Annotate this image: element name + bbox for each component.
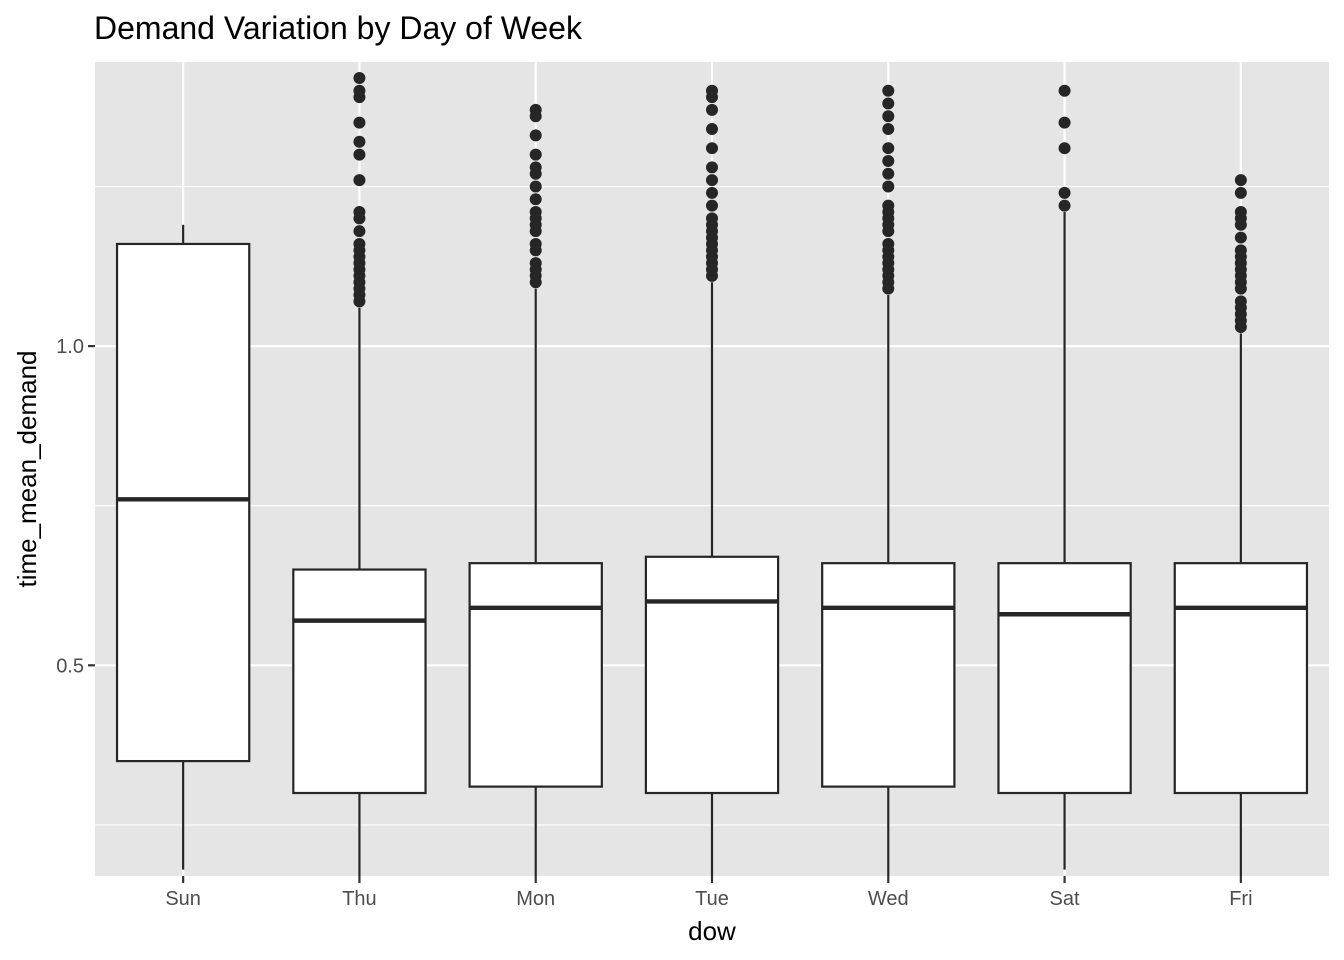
outlier-point: [882, 167, 895, 180]
x-tick-label: Fri: [1229, 888, 1252, 910]
outlier-point: [1058, 199, 1071, 212]
outlier-point: [882, 110, 895, 123]
outlier-point: [706, 199, 718, 212]
chart-title: Demand Variation by Day of Week: [94, 10, 583, 46]
outlier-point: [706, 84, 718, 97]
outlier-point: [1234, 231, 1247, 244]
outlier-point: [882, 97, 895, 110]
y-axis: 0.5 1.0: [56, 336, 95, 677]
iqr-box: [292, 568, 427, 795]
box-tue: [644, 84, 780, 876]
outlier-point: [529, 206, 542, 219]
outlier-point: [706, 212, 718, 225]
y-tick-label: 1.0: [56, 336, 84, 358]
outlier-point: [529, 148, 542, 161]
outlier-point: [1058, 116, 1071, 129]
iqr-box: [115, 242, 251, 763]
outlier-point: [882, 180, 895, 193]
outlier-point: [353, 135, 366, 148]
box-mon: [468, 103, 603, 876]
iqr-box: [468, 562, 603, 788]
x-axis-title: dow: [688, 916, 736, 946]
outlier-point: [353, 206, 366, 219]
outlier-point: [706, 123, 718, 136]
outlier-point: [706, 103, 718, 116]
outlier-point: [1234, 295, 1247, 308]
outlier-point: [882, 142, 895, 155]
outlier-point: [882, 199, 895, 212]
y-tick-label: 0.5: [56, 655, 84, 677]
outlier-point: [353, 71, 366, 84]
outlier-point: [529, 129, 542, 142]
outlier-point: [1234, 174, 1247, 187]
box-sat: [997, 84, 1132, 870]
outlier-point: [1058, 84, 1071, 97]
x-tick-label: Wed: [868, 888, 909, 910]
outlier-point: [1234, 206, 1247, 219]
iqr-box: [1173, 562, 1309, 795]
iqr-box: [821, 562, 956, 788]
outlier-point: [882, 154, 895, 167]
box-thu: [292, 71, 427, 876]
outlier-point: [529, 193, 542, 206]
outlier-point: [882, 237, 895, 250]
outlier-point: [353, 116, 366, 129]
x-tick-label: Tue: [695, 888, 729, 910]
outlier-point: [529, 237, 542, 250]
box-series: [115, 71, 1309, 876]
outlier-point: [1234, 244, 1247, 257]
y-axis-title: time_mean_demand: [12, 350, 42, 587]
x-tick-label: Sat: [1050, 888, 1080, 910]
iqr-box: [997, 562, 1132, 795]
x-tick-label: Sun: [165, 888, 201, 910]
outlier-point: [706, 186, 718, 199]
outlier-point: [529, 257, 542, 270]
outlier-point: [353, 225, 366, 238]
outlier-point: [353, 174, 366, 187]
outlier-point: [353, 148, 366, 161]
box-fri: [1173, 174, 1309, 876]
outlier-point: [1058, 142, 1071, 155]
outlier-point: [706, 142, 718, 155]
outlier-point: [1234, 186, 1247, 199]
outlier-point: [1058, 186, 1071, 199]
outlier-point: [882, 123, 895, 136]
box-wed: [821, 84, 956, 876]
outlier-point: [706, 174, 718, 187]
outlier-point: [353, 84, 366, 97]
outlier-point: [529, 180, 542, 193]
outlier-point: [529, 103, 542, 116]
box-sun: [115, 224, 251, 870]
outlier-point: [706, 161, 718, 174]
outlier-point: [882, 84, 895, 97]
x-tick-label: Thu: [342, 888, 376, 910]
outlier-point: [353, 237, 366, 250]
iqr-box: [644, 555, 780, 795]
x-tick-label: Mon: [516, 888, 555, 910]
outlier-point: [529, 161, 542, 174]
x-axis: Sun Thu Mon Tue Wed Sat Fri: [165, 876, 1253, 910]
